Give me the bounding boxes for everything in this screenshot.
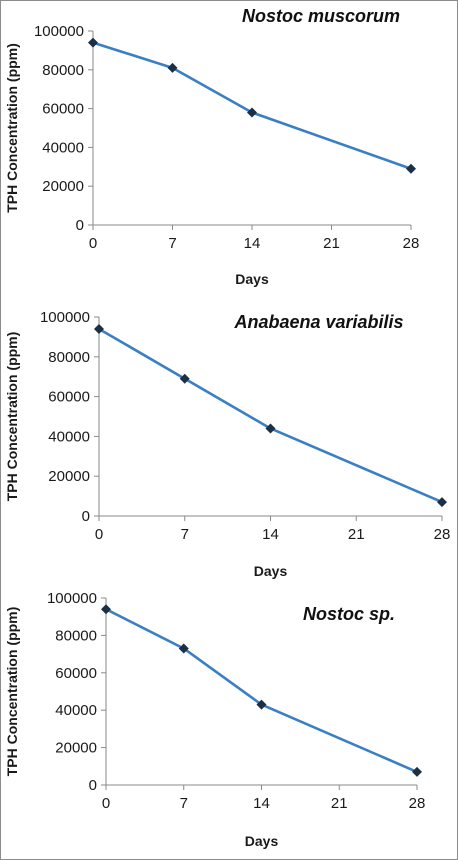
x-tick-label: 28 (434, 526, 451, 543)
x-tick-label: 21 (348, 526, 365, 543)
y-tick-label: 40000 (42, 139, 84, 156)
x-tick-label: 0 (89, 235, 97, 252)
y-tick-label: 20000 (48, 468, 90, 485)
y-tick-label: 20000 (42, 178, 84, 195)
chart-panel-3: 0 20000 40000 60000 80000 100000 0 7 14 21 28 Days T… (4, 590, 425, 849)
y-tick-label: 60000 (48, 389, 90, 406)
data-point-marker (256, 699, 267, 710)
series-line (98, 327, 443, 504)
y-tick-label: 100000 (34, 23, 84, 40)
y-tick-label: 80000 (55, 627, 97, 644)
chart-panel-2: 0 20000 40000 60000 80000 100000 0 7 14 21 28 Days T… (4, 309, 450, 579)
x-tick-label: 28 (403, 235, 420, 252)
y-tick-label: 80000 (48, 349, 90, 366)
series-line (105, 608, 418, 774)
chart-title: Anabaena variabilis (233, 312, 403, 332)
x-tick-label: 14 (262, 526, 279, 543)
data-point-marker (412, 766, 422, 777)
x-tick-label: 21 (331, 795, 348, 812)
y-tick-label: 40000 (48, 428, 90, 445)
y-axis-title: TPH Concentration (ppm) (4, 43, 20, 213)
data-point-marker (406, 163, 416, 174)
x-axis-title: Days (254, 563, 288, 579)
data-point-marker (94, 323, 104, 334)
chart-title: Nostoc muscorum (242, 6, 400, 26)
x-tick-label: 0 (95, 526, 103, 543)
x-tick-label: 7 (181, 526, 189, 543)
x-tick-label: 7 (180, 795, 188, 812)
x-tick-label: 14 (253, 795, 270, 812)
x-axis-title: Days (245, 833, 279, 849)
y-tick-label: 0 (89, 777, 97, 794)
chart-panel-1: 0 20000 40000 60000 80000 100000 0 7 14 21 28 Days T… (4, 6, 419, 287)
y-axis-title: TPH Concentration (ppm) (4, 607, 20, 777)
y-axis-title: TPH Concentration (ppm) (4, 332, 20, 502)
series-line (92, 41, 412, 170)
data-point-marker (178, 643, 189, 654)
data-point-marker (265, 423, 276, 434)
x-tick-label: 0 (102, 795, 110, 812)
y-tick-label: 80000 (42, 62, 84, 79)
x-tick-label: 21 (323, 235, 340, 252)
y-tick-label: 100000 (47, 590, 97, 607)
y-tick-label: 0 (76, 217, 84, 234)
y-tick-label: 100000 (40, 309, 90, 326)
y-tick-label: 60000 (55, 665, 97, 682)
y-tick-label: 40000 (55, 702, 97, 719)
y-tick-label: 20000 (55, 740, 97, 757)
x-tick-label: 28 (409, 795, 426, 812)
x-axis-title: Days (235, 271, 269, 287)
y-tick-label: 60000 (42, 101, 84, 118)
data-point-marker (167, 62, 178, 73)
data-point-marker (179, 373, 190, 384)
data-point-marker (247, 107, 257, 118)
x-tick-label: 7 (168, 235, 176, 252)
x-tick-label: 14 (244, 235, 261, 252)
y-tick-label: 0 (82, 508, 90, 525)
data-point-marker (88, 37, 98, 48)
data-point-marker (101, 604, 111, 615)
data-point-marker (437, 497, 447, 508)
chart-title: Nostoc sp. (303, 604, 395, 624)
